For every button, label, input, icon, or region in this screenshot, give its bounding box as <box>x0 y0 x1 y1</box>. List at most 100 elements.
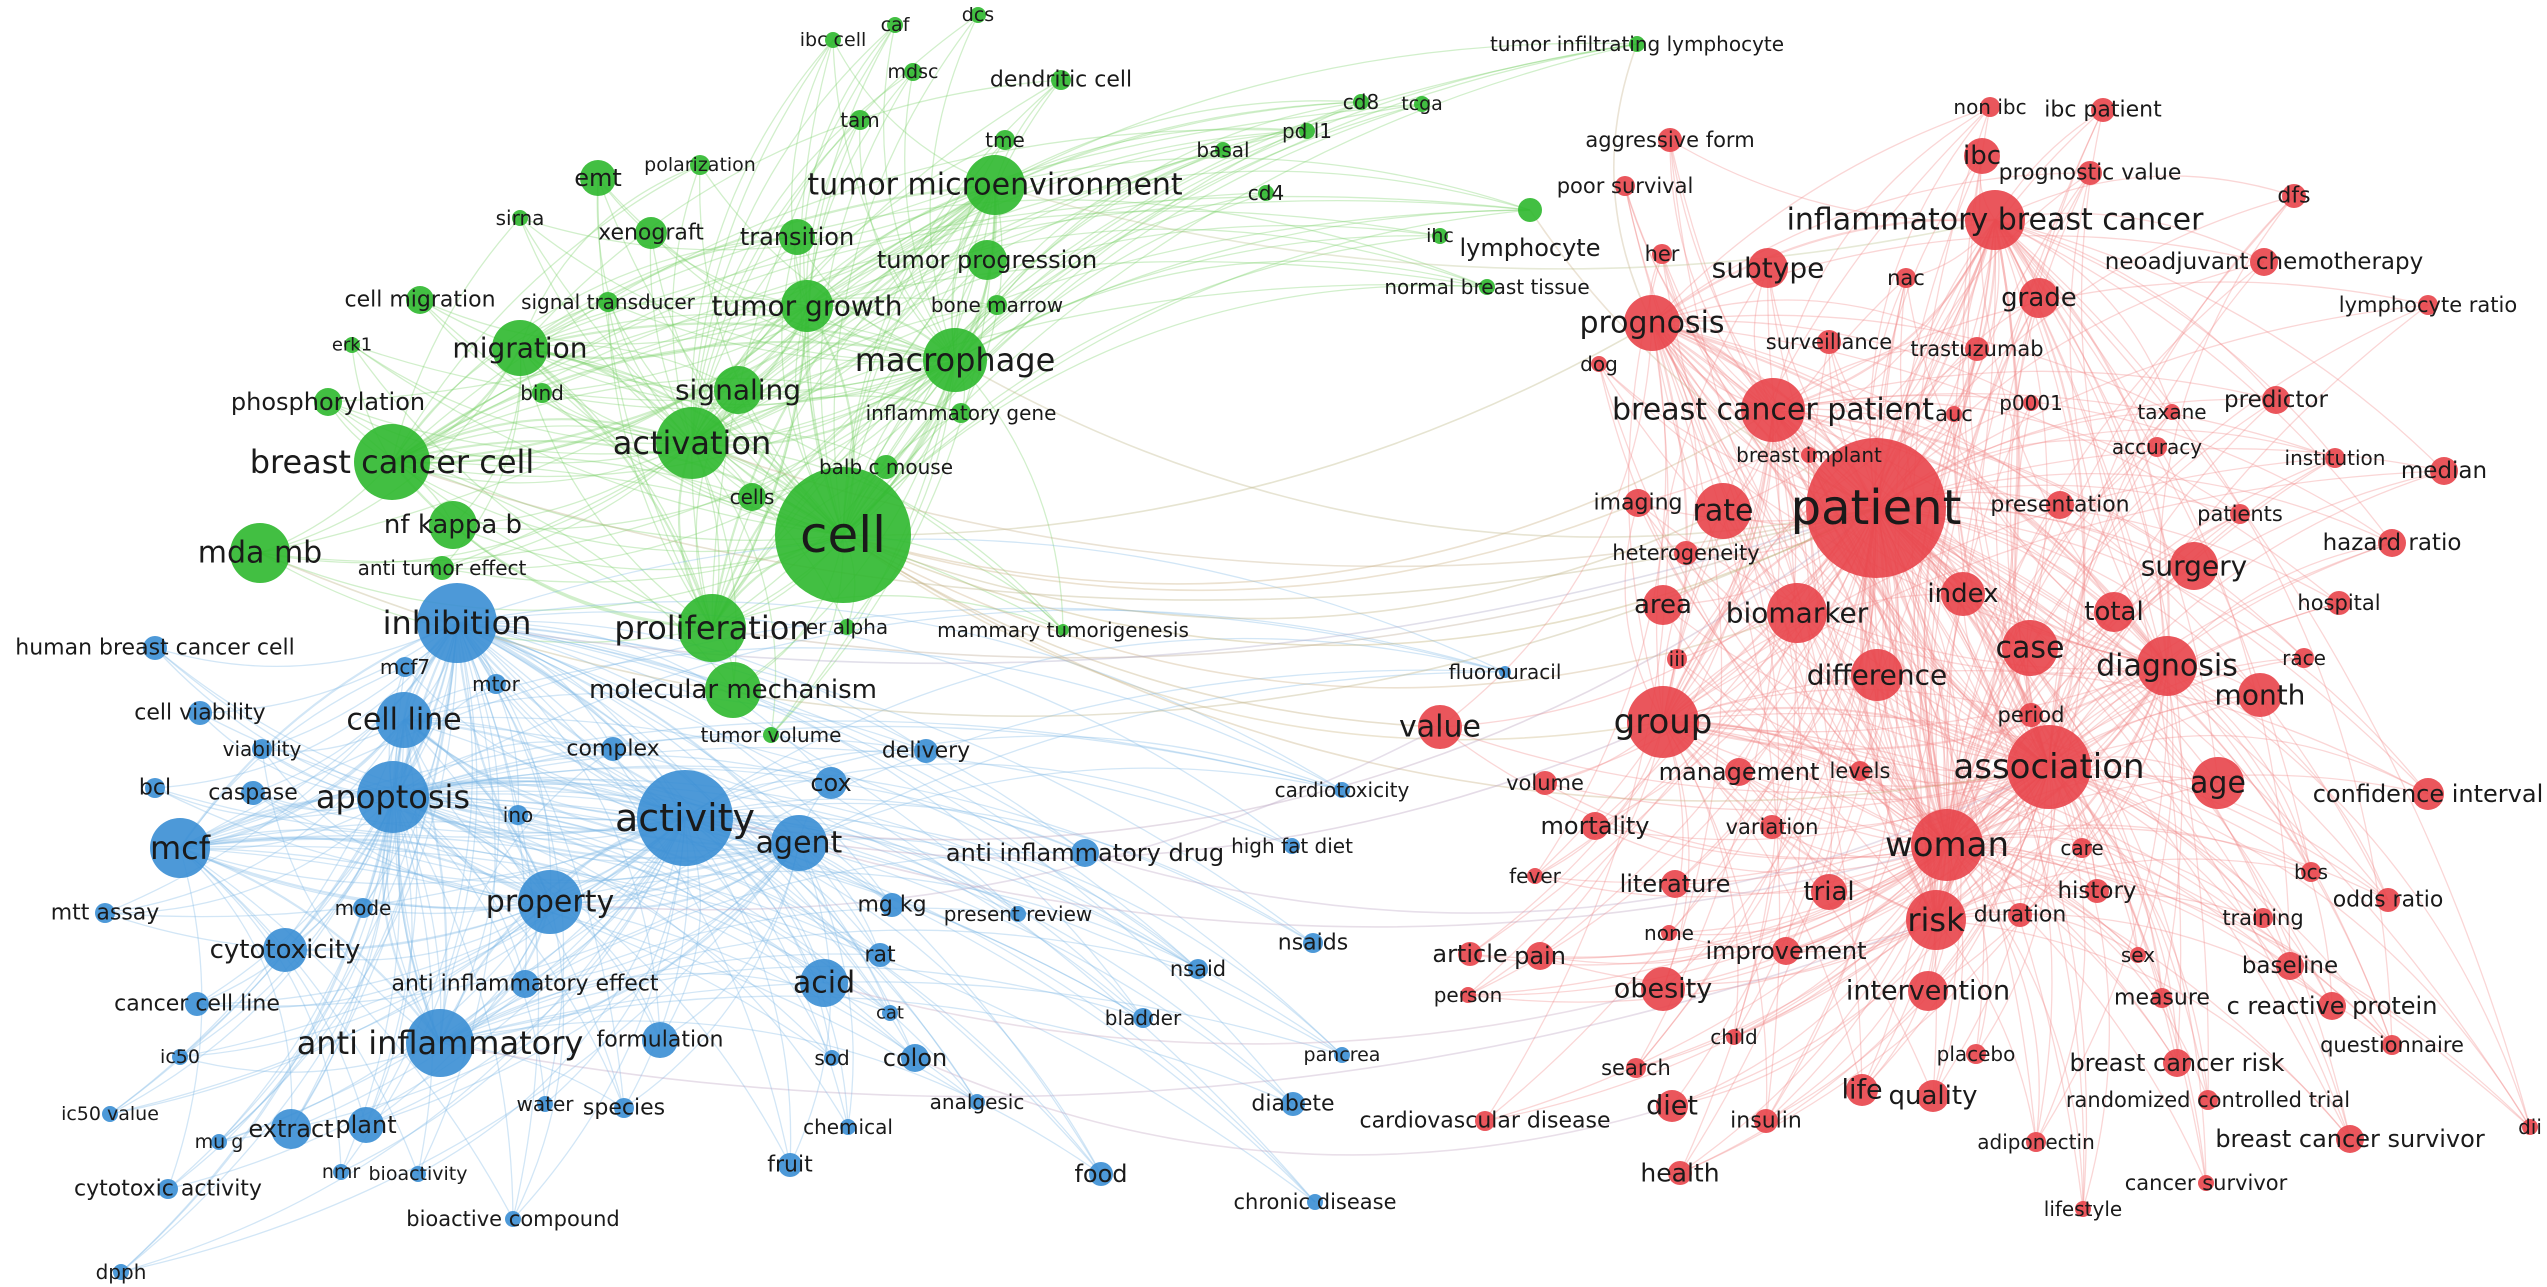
node-er-alpha[interactable] <box>839 619 855 635</box>
node-emt[interactable] <box>580 160 616 196</box>
node-dfs[interactable] <box>2282 184 2306 208</box>
node-period[interactable] <box>2019 703 2043 727</box>
node-race[interactable] <box>2294 648 2314 668</box>
node-sex[interactable] <box>2130 947 2146 963</box>
node-food[interactable] <box>1089 1162 1113 1186</box>
node-child[interactable] <box>1726 1029 1742 1045</box>
node-bioactive-compound[interactable] <box>505 1211 521 1227</box>
node-signaling[interactable] <box>714 366 762 414</box>
node-inflammatory-breast-cancer[interactable] <box>1965 190 2025 250</box>
node-her[interactable] <box>1652 244 1672 264</box>
node-water[interactable] <box>537 1096 553 1112</box>
node-randomized-controlled-trial[interactable] <box>2198 1090 2218 1110</box>
node-hazard-ratio[interactable] <box>2378 529 2406 557</box>
node-cell-migration[interactable] <box>406 286 434 314</box>
node-auc[interactable] <box>1946 406 1962 422</box>
node-volume[interactable] <box>1533 771 1557 795</box>
node-measure[interactable] <box>2152 988 2172 1008</box>
node-inflammatory-gene[interactable] <box>951 403 971 423</box>
node-life[interactable] <box>1846 1074 1878 1106</box>
node-prognosis[interactable] <box>1624 295 1680 351</box>
node-caf[interactable] <box>887 17 903 33</box>
node-imaging[interactable] <box>1624 489 1652 517</box>
node-breast-implant[interactable] <box>1801 447 1817 463</box>
node-lymphocyte-ratio[interactable] <box>2418 295 2438 315</box>
node-care[interactable] <box>2072 838 2092 858</box>
node-signal-transducer[interactable] <box>598 292 618 312</box>
node-bioactivity[interactable] <box>410 1166 426 1182</box>
node-tam[interactable] <box>850 110 870 130</box>
node-biomarker[interactable] <box>1767 583 1827 643</box>
node-case[interactable] <box>2002 620 2058 676</box>
node-xenograft[interactable] <box>635 217 667 249</box>
node-basal[interactable] <box>1215 142 1231 158</box>
node-bcl[interactable] <box>145 778 165 798</box>
node-high-fat-diet[interactable] <box>1284 838 1300 854</box>
node-questionnaire[interactable] <box>2382 1035 2402 1055</box>
node-baseline[interactable] <box>2276 952 2304 980</box>
node-analgesic[interactable] <box>969 1094 985 1110</box>
node-cells[interactable] <box>738 483 766 511</box>
node-anti-inflammatory-drug[interactable] <box>1071 839 1099 867</box>
node-p0001[interactable] <box>2023 395 2039 411</box>
node-ibc-cell[interactable] <box>825 32 841 48</box>
node-insulin[interactable] <box>1754 1109 1778 1133</box>
node-inhibition[interactable] <box>417 583 497 663</box>
node-cancer-survivor[interactable] <box>2198 1175 2214 1191</box>
node-literature[interactable] <box>1661 870 1689 898</box>
node-ihc[interactable] <box>1432 228 1448 244</box>
node-tcga[interactable] <box>1414 96 1430 112</box>
node-predictor[interactable] <box>2262 386 2290 414</box>
node-patients[interactable] <box>2230 504 2250 524</box>
node-training[interactable] <box>2253 908 2273 928</box>
node-caspase[interactable] <box>241 781 265 805</box>
node-rat[interactable] <box>868 943 892 967</box>
node-chronic-disease[interactable] <box>1307 1194 1323 1210</box>
node-none[interactable] <box>1661 925 1677 941</box>
node-extract[interactable] <box>271 1109 311 1149</box>
node-mode[interactable] <box>353 898 373 918</box>
node-subtype[interactable] <box>1748 248 1788 288</box>
node-tumor-progression[interactable] <box>967 240 1007 280</box>
node-dpph[interactable] <box>113 1264 129 1280</box>
node-breast-cancer-patient[interactable] <box>1741 378 1805 442</box>
node-present-review[interactable] <box>1010 906 1026 922</box>
node-median[interactable] <box>2430 457 2458 485</box>
node-mu-g[interactable] <box>211 1134 227 1150</box>
node-agent[interactable] <box>771 815 827 871</box>
node-tumor-growth[interactable] <box>781 280 833 332</box>
node-plant[interactable] <box>348 1107 384 1143</box>
node-ic50-value[interactable] <box>102 1106 118 1122</box>
node-cox[interactable] <box>815 767 847 799</box>
node-sirna[interactable] <box>512 210 528 226</box>
node-trial[interactable] <box>1811 874 1847 910</box>
node-cell[interactable] <box>775 467 911 603</box>
node-anti-inflammatory-effect[interactable] <box>511 970 539 998</box>
node-diet[interactable] <box>1656 1090 1688 1122</box>
node-cell-line[interactable] <box>376 692 432 748</box>
node-cell-viability[interactable] <box>188 701 212 725</box>
node-c-reactive-protein[interactable] <box>2318 992 2346 1020</box>
node-age[interactable] <box>2192 757 2244 809</box>
node-tme[interactable] <box>995 130 1015 150</box>
node-lymphocyte[interactable] <box>1518 198 1542 222</box>
node-ibc-patient[interactable] <box>2091 98 2115 122</box>
node-poor-survival[interactable] <box>1615 176 1635 196</box>
node-mda-mb[interactable] <box>230 523 290 583</box>
node-anti-inflammatory[interactable] <box>406 1009 474 1077</box>
node-formulation[interactable] <box>642 1022 678 1058</box>
node-health[interactable] <box>1668 1161 1692 1185</box>
node-cytotoxic-activity[interactable] <box>158 1179 178 1199</box>
node-chemical[interactable] <box>840 1119 856 1135</box>
node-fever[interactable] <box>1527 868 1543 884</box>
node-erk1[interactable] <box>344 337 360 353</box>
node-property[interactable] <box>518 870 582 934</box>
node-value[interactable] <box>1418 705 1462 749</box>
node-area[interactable] <box>1643 585 1683 625</box>
node-presentation[interactable] <box>2046 491 2074 519</box>
node-species[interactable] <box>614 1098 634 1118</box>
node-phosphorylation[interactable] <box>314 388 342 416</box>
node-fruit[interactable] <box>778 1153 802 1177</box>
node-mcf7[interactable] <box>395 657 415 677</box>
node-normal-breast-tissue[interactable] <box>1479 279 1495 295</box>
